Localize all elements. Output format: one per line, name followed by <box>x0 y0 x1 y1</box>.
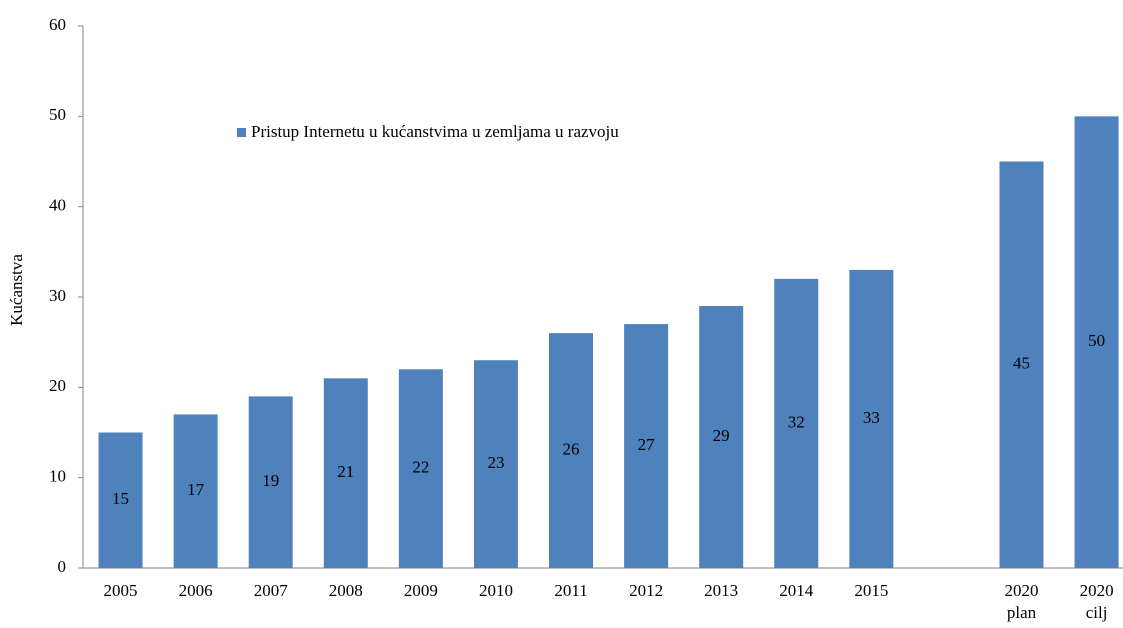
y-tick-label: 50 <box>49 105 66 124</box>
y-tick-label: 30 <box>49 286 66 305</box>
data-label: 45 <box>1013 354 1030 373</box>
x-tick-label: 2012 <box>629 581 664 600</box>
x-tick-label: 2020 plan <box>1004 581 1039 622</box>
x-tick-label: 2013 <box>704 581 739 600</box>
data-label: 32 <box>788 412 805 431</box>
legend-swatch <box>237 128 246 137</box>
data-label: 29 <box>713 426 730 445</box>
bar <box>398 369 443 568</box>
data-label: 22 <box>412 458 429 477</box>
x-tick-label: 2006 <box>178 581 213 600</box>
bar <box>549 333 594 568</box>
data-label: 26 <box>563 439 580 458</box>
bar <box>1074 116 1119 568</box>
data-label: 21 <box>337 462 354 481</box>
y-tick-label: 40 <box>49 196 66 215</box>
bar <box>473 360 518 568</box>
y-tick-label: 0 <box>58 557 67 576</box>
bar <box>323 378 368 568</box>
bar <box>774 278 819 568</box>
x-tick-label: 2005 <box>103 581 138 600</box>
bar <box>699 306 744 568</box>
bar <box>849 269 894 568</box>
data-label: 23 <box>487 453 504 472</box>
x-tick-label: 2020 cilj <box>1079 581 1114 622</box>
y-tick-label: 60 <box>49 15 66 34</box>
y-tick-label: 20 <box>49 376 66 395</box>
data-label: 33 <box>863 408 880 427</box>
data-label: 15 <box>112 489 129 508</box>
bar <box>98 432 143 568</box>
data-label: 19 <box>262 471 279 490</box>
bar <box>999 161 1044 568</box>
x-tick-label: 2014 <box>779 581 814 600</box>
data-label: 17 <box>187 480 205 499</box>
y-tick-label: 10 <box>49 467 66 486</box>
x-tick-label: 2010 <box>478 581 513 600</box>
data-label: 50 <box>1088 331 1105 350</box>
y-axis-label: Kućanstva <box>7 254 26 326</box>
bar <box>624 324 669 568</box>
x-tick-label: 2009 <box>403 581 438 600</box>
bar <box>248 396 293 568</box>
legend-label: Pristup Internetu u kućanstvima u zemlja… <box>251 122 619 141</box>
x-tick-label: 2015 <box>854 581 889 600</box>
data-label: 27 <box>638 435 656 454</box>
bar <box>173 414 218 568</box>
x-tick-label: 2007 <box>253 581 288 600</box>
x-tick-label: 2008 <box>328 581 363 600</box>
x-tick-label: 2011 <box>554 581 588 600</box>
